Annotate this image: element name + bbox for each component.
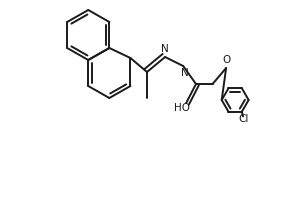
Text: Cl: Cl [238, 114, 249, 124]
Text: HO: HO [175, 103, 190, 113]
Text: N: N [161, 44, 169, 54]
Text: O: O [222, 55, 230, 65]
Text: N: N [181, 68, 189, 78]
